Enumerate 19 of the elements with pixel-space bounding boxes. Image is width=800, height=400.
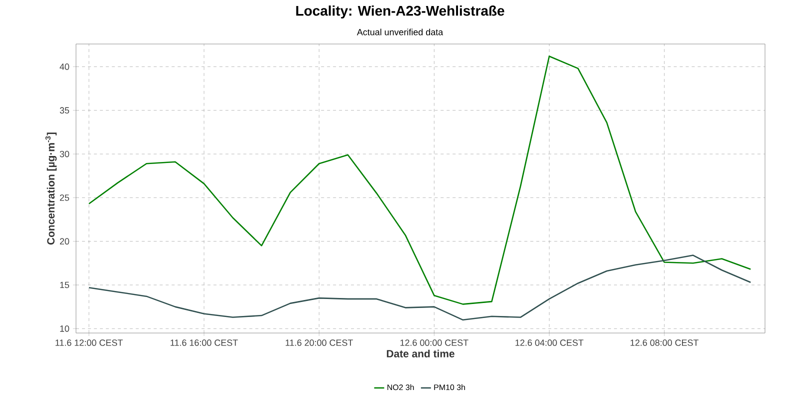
x-tick-label: 11.6 12:00 CEST (56, 340, 123, 346)
line-series (88, 56, 752, 305)
y-tick-label: 10 (60, 325, 70, 332)
chart-subtitle: Actual unverified data (356, 28, 444, 36)
x-tick-label: 12.6 00:00 CEST (400, 340, 468, 346)
x-tick-label: 12.6 08:00 CEST (630, 340, 698, 346)
x-tick-label: 12.6 04:00 CEST (516, 340, 584, 346)
y-tick-label: 25 (60, 194, 70, 201)
y-tick-label: 35 (60, 107, 70, 114)
y-tick-label: 15 (60, 282, 70, 288)
x-axis-title: Date and time (386, 350, 454, 358)
y-axis-title: Concentration [µg·m$^{-3}$] (45, 132, 57, 245)
y-tick-label: 20 (60, 238, 70, 245)
chart-title: Locality: Wien-A23-Wehlistraße (296, 5, 504, 18)
y-tick-label: 40 (60, 64, 70, 70)
y-tick-label: 30 (60, 150, 70, 158)
x-tick-label: 11.6 20:00 CEST (286, 340, 353, 346)
line-series (88, 254, 752, 321)
x-tick-label: 11.6 16:00 CEST (170, 340, 238, 346)
